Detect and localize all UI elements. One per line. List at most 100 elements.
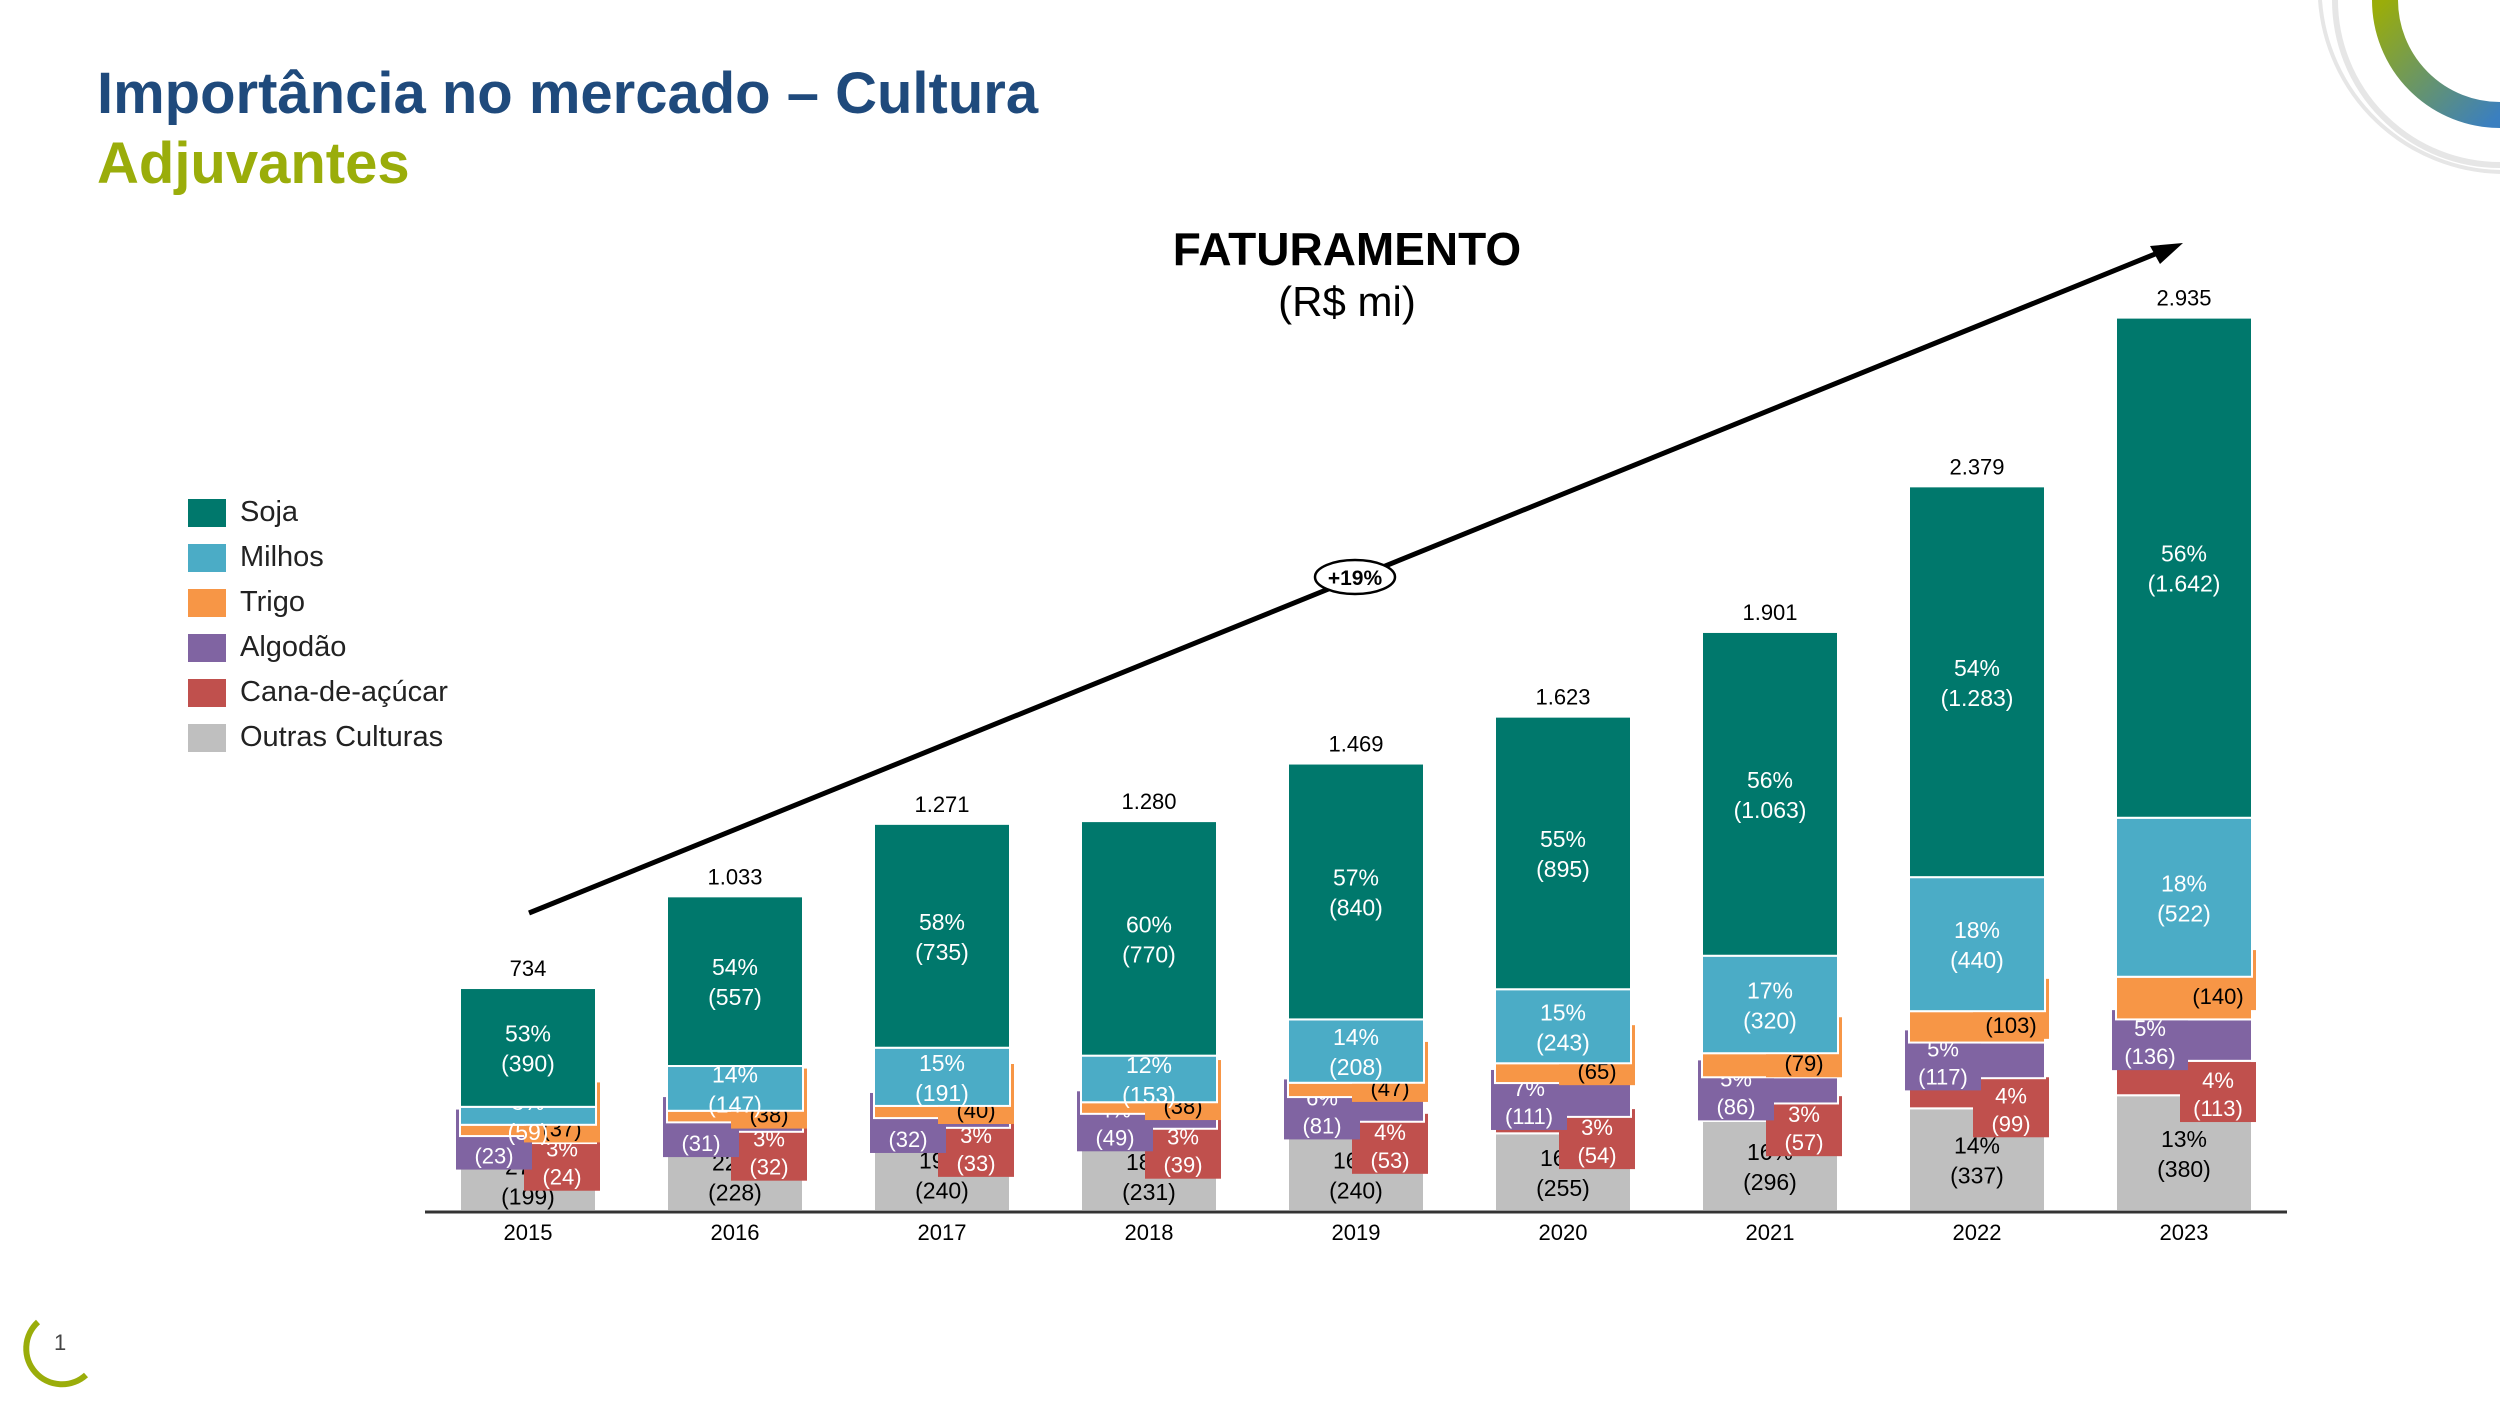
x-tick-label: 2015 bbox=[504, 1220, 553, 1245]
legend-label: Algodão bbox=[240, 631, 347, 663]
data-label-value: (53) bbox=[1370, 1148, 1409, 1173]
legend-item-milhos: Milhos bbox=[188, 535, 448, 580]
bar-segment-soja bbox=[873, 822, 1011, 1049]
data-label-value: (147) bbox=[708, 1091, 762, 1117]
legend-label: Outras Culturas bbox=[240, 721, 444, 753]
data-label-pct: 18% bbox=[1954, 917, 2000, 943]
data-label-value: (49) bbox=[1095, 1125, 1134, 1150]
data-label-value: (557) bbox=[708, 984, 762, 1010]
x-tick-label: 2018 bbox=[1125, 1220, 1174, 1245]
legend-swatch bbox=[188, 543, 226, 572]
legend-item-trigo: Trigo bbox=[188, 580, 448, 625]
data-label-value: (32) bbox=[888, 1127, 927, 1152]
data-label-value: (735) bbox=[915, 939, 969, 965]
data-label-box bbox=[1973, 1077, 2049, 1138]
data-label-pct: 3% bbox=[1788, 1102, 1820, 1127]
data-label-pct: 57% bbox=[1333, 864, 1379, 890]
growth-arrow: +19% bbox=[528, 243, 2183, 916]
data-label-value: (380) bbox=[2157, 1156, 2211, 1182]
data-label-pct: 15% bbox=[1540, 999, 1586, 1025]
legend-label: Soja bbox=[240, 496, 299, 528]
x-tick-label: 2016 bbox=[711, 1220, 760, 1245]
data-label-box bbox=[1352, 1113, 1428, 1174]
data-label-value: (770) bbox=[1122, 941, 1176, 967]
total-label: 1.271 bbox=[914, 792, 969, 817]
data-label-value: (111) bbox=[1505, 1104, 1553, 1129]
data-label-value: (81) bbox=[1302, 1113, 1341, 1138]
data-label-pct: 3% bbox=[1581, 1115, 1613, 1140]
chart-title: FATURAMENTO bbox=[1172, 223, 1522, 275]
data-label-value: (255) bbox=[1536, 1175, 1590, 1201]
data-label-value: (1.642) bbox=[2148, 571, 2221, 597]
x-tick-label: 2021 bbox=[1746, 1220, 1795, 1245]
legend-swatch bbox=[188, 723, 226, 752]
data-label-value: (39) bbox=[1163, 1153, 1202, 1178]
total-label: 2.379 bbox=[1949, 454, 2004, 479]
data-label-value: (228) bbox=[708, 1179, 762, 1205]
data-label-value: (113) bbox=[2193, 1096, 2243, 1121]
footer-logo bbox=[23, 1319, 89, 1388]
data-label-value: (24) bbox=[542, 1165, 581, 1190]
total-label: 1.280 bbox=[1121, 789, 1176, 814]
data-label-pct: 4% bbox=[1374, 1120, 1406, 1145]
data-label-value: (296) bbox=[1743, 1169, 1797, 1195]
total-label: 734 bbox=[510, 956, 547, 981]
bar-segment-milhos bbox=[2115, 816, 2253, 978]
total-label: 1.033 bbox=[707, 864, 762, 889]
data-label-pct: 13% bbox=[2161, 1126, 2207, 1152]
total-label: 1.469 bbox=[1328, 732, 1383, 757]
data-label-pct: 55% bbox=[1540, 826, 1586, 852]
data-label-pct: 58% bbox=[919, 909, 965, 935]
corner-decoration bbox=[2318, 0, 2500, 174]
bar-segment-soja bbox=[459, 987, 597, 1108]
data-label-value: (32) bbox=[749, 1155, 788, 1180]
x-tick-label: 2023 bbox=[2160, 1220, 2209, 1245]
data-label-value: (33) bbox=[956, 1151, 995, 1176]
data-label-value: (191) bbox=[915, 1080, 969, 1106]
data-label-value: (231) bbox=[1122, 1179, 1176, 1205]
legend-item-cana: Cana-de-açúcar bbox=[188, 670, 448, 715]
data-label-value: (1.283) bbox=[1941, 685, 2014, 711]
data-label-value: (240) bbox=[915, 1177, 969, 1203]
data-label-value: (136) bbox=[2124, 1044, 2175, 1069]
total-label: 1.901 bbox=[1742, 600, 1797, 625]
data-label-pct: 17% bbox=[1747, 977, 1793, 1003]
data-label-pct: 56% bbox=[1747, 767, 1793, 793]
data-label-pct: 18% bbox=[2161, 870, 2207, 896]
bar-segment-milhos bbox=[1494, 988, 1632, 1065]
page-title: Importância no mercado – Cultura bbox=[97, 61, 1039, 126]
bar-segment-milhos bbox=[1287, 1018, 1425, 1084]
bar-segment-milhos bbox=[1701, 954, 1839, 1055]
data-label-value: (440) bbox=[1950, 947, 2004, 973]
data-label-value: (320) bbox=[1743, 1007, 1797, 1033]
data-label-value: (840) bbox=[1329, 894, 1383, 920]
data-label-value: (153) bbox=[1122, 1082, 1176, 1108]
bar-segment-milhos bbox=[1908, 876, 2046, 1013]
data-label-value: (31) bbox=[681, 1131, 720, 1156]
page-number: 1 bbox=[54, 1330, 67, 1355]
bar-segment-soja bbox=[1080, 820, 1218, 1057]
data-label-value: (54) bbox=[1577, 1143, 1616, 1168]
data-label-pct: 54% bbox=[1954, 655, 2000, 681]
x-tick-label: 2019 bbox=[1332, 1220, 1381, 1245]
bar-segment-soja bbox=[1908, 485, 2046, 879]
data-label-value: (99) bbox=[1991, 1111, 2030, 1136]
x-tick-label: 2017 bbox=[918, 1220, 967, 1245]
bar-segment-soja bbox=[1494, 715, 1632, 991]
data-label-value: (140) bbox=[2192, 984, 2243, 1009]
legend: Soja Milhos Trigo Algodão Cana-de-açúcar… bbox=[188, 490, 448, 760]
data-label-value: (79) bbox=[1784, 1051, 1823, 1076]
x-tick-label: 2022 bbox=[1953, 1220, 2002, 1245]
bar-segment-soja bbox=[2115, 316, 2253, 819]
data-label-box bbox=[1766, 1096, 1842, 1157]
growth-label: +19% bbox=[1328, 567, 1383, 590]
data-label-pct: 54% bbox=[712, 954, 758, 980]
bar-segment-soja bbox=[666, 895, 804, 1068]
legend-label: Trigo bbox=[240, 586, 305, 618]
legend-item-algodao: Algodão bbox=[188, 625, 448, 670]
data-label-value: (86) bbox=[1716, 1094, 1755, 1119]
data-label-pct: 56% bbox=[2161, 541, 2207, 567]
page-subtitle: Adjuvantes bbox=[97, 131, 410, 196]
x-tick-label: 2020 bbox=[1539, 1220, 1588, 1245]
data-label-value: (337) bbox=[1950, 1163, 2004, 1189]
